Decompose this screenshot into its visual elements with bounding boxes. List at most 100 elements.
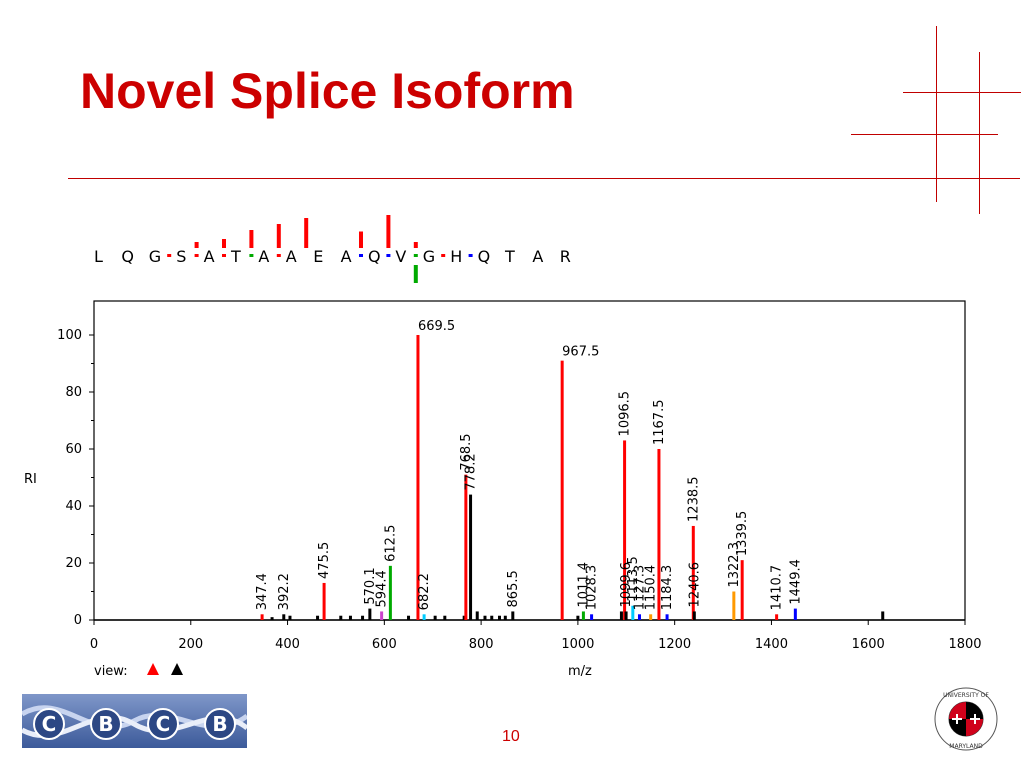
peak-label: 865.5 — [506, 570, 521, 607]
sequence-residue: E — [313, 247, 323, 266]
peak-bar — [260, 614, 264, 620]
peak-label: 768.5 — [459, 433, 474, 470]
x-tick-label: 1800 — [948, 637, 981, 652]
peak-label: 1028.3 — [585, 565, 600, 611]
peak-bar — [775, 614, 779, 620]
peak-bar — [503, 615, 507, 620]
x-tick-label: 400 — [275, 637, 300, 652]
red-triangle-icon[interactable] — [147, 663, 159, 675]
peak-bar — [732, 591, 736, 620]
peak-bar — [282, 614, 286, 620]
peak-bar — [416, 335, 420, 620]
peak-bar — [576, 615, 580, 620]
peak-label: 612.5 — [383, 525, 398, 562]
peak-label: 1150.4 — [644, 565, 659, 611]
x-tick-label: 1600 — [852, 637, 885, 652]
peak-bar — [368, 608, 372, 620]
sequence-residue: S — [176, 247, 186, 266]
peak-bar — [433, 615, 437, 620]
sequence-cleavage-marker — [413, 254, 418, 257]
peak-bar — [348, 615, 352, 620]
x-tick-label: 1400 — [755, 637, 788, 652]
x-tick-label: 1000 — [561, 637, 594, 652]
peak-label: 475.5 — [317, 542, 332, 579]
ion-intensity-marker — [222, 239, 226, 248]
ion-intensity-marker — [386, 215, 391, 248]
peak-bar — [388, 565, 392, 620]
peak-bar — [649, 614, 653, 620]
sequence-residue: Q — [368, 247, 381, 266]
ion-intensity-marker — [249, 230, 254, 248]
peak-label: 778.2 — [464, 453, 479, 490]
sequence-residue: T — [230, 247, 241, 266]
peak-bar — [380, 611, 384, 620]
cbcb-letter-1: C — [42, 712, 57, 736]
sequence-residue: G — [423, 247, 435, 266]
cbcb-letter-4: B — [212, 712, 227, 736]
sequence-residue: H — [450, 247, 462, 266]
peak-bar — [462, 615, 466, 620]
black-triangle-icon[interactable] — [171, 663, 183, 675]
peak-bar — [631, 605, 635, 620]
peak-bar — [497, 615, 501, 620]
peak-bar — [691, 525, 695, 620]
svg-text:UNIVERSITY OF: UNIVERSITY OF — [943, 692, 989, 699]
peak-bar — [483, 615, 487, 620]
peak-bar — [407, 615, 411, 620]
sequence-cleavage-marker — [167, 254, 172, 257]
x-tick-label: 200 — [178, 637, 203, 652]
peak-label: 1322.3 — [727, 542, 742, 588]
peak-bar — [581, 611, 585, 620]
ion-intensity-marker — [304, 218, 309, 248]
ion-intensity-marker — [194, 242, 199, 248]
peak-bar — [692, 611, 696, 620]
peak-bar — [339, 615, 343, 620]
y-axis-label: RI — [24, 472, 37, 487]
peak-bar — [422, 614, 426, 620]
peak-label: 594.4 — [375, 570, 390, 607]
peak-bar — [511, 611, 515, 620]
ion-intensity-marker — [413, 265, 418, 283]
sequence-residue: V — [395, 247, 406, 266]
peak-label: 1410.7 — [770, 565, 785, 611]
view-label: view: — [94, 664, 128, 679]
peak-bar — [619, 611, 623, 620]
peak-label: 1096.5 — [618, 391, 633, 437]
y-tick-label: 0 — [74, 613, 82, 628]
x-axis-label: m/z — [568, 664, 592, 679]
sequence-cleavage-marker — [276, 254, 281, 257]
sequence-residue: T — [504, 247, 515, 266]
cbcb-logo: C B C B — [22, 694, 247, 748]
title-underline — [68, 178, 1020, 179]
y-tick-label: 80 — [65, 385, 82, 400]
cbcb-letter-3: C — [156, 712, 171, 736]
peak-bar — [793, 608, 797, 620]
sequence-cleavage-marker — [222, 254, 226, 257]
cbcb-letter-2: B — [98, 712, 113, 736]
x-tick-label: 1200 — [658, 637, 691, 652]
peak-bar — [590, 614, 594, 620]
sequence-cleavage-marker — [194, 254, 199, 257]
sequence-cleavage-marker — [386, 254, 391, 257]
x-tick-label: 600 — [372, 637, 397, 652]
peak-label: 1167.5 — [652, 400, 667, 446]
peak-label: 1240.6 — [687, 562, 702, 608]
university-seal-icon: UNIVERSITY OF MARYLAND — [934, 687, 998, 751]
y-tick-label: 100 — [57, 328, 82, 343]
peak-label: 1113.5 — [626, 556, 641, 602]
peak-label: 669.5 — [418, 319, 455, 334]
peak-bar — [624, 611, 628, 620]
peak-bar — [270, 617, 274, 620]
peak-bar — [665, 614, 669, 620]
x-tick-label: 800 — [469, 637, 494, 652]
peak-bar — [623, 440, 627, 620]
sequence-residue: A — [286, 247, 297, 266]
peak-label: 1127.3 — [632, 565, 647, 611]
slide-title: Novel Splice Isoform — [80, 63, 575, 119]
peak-label: 1339.5 — [735, 511, 750, 557]
peak-label: 570.1 — [363, 567, 378, 604]
peak-label: 1238.5 — [686, 476, 701, 522]
